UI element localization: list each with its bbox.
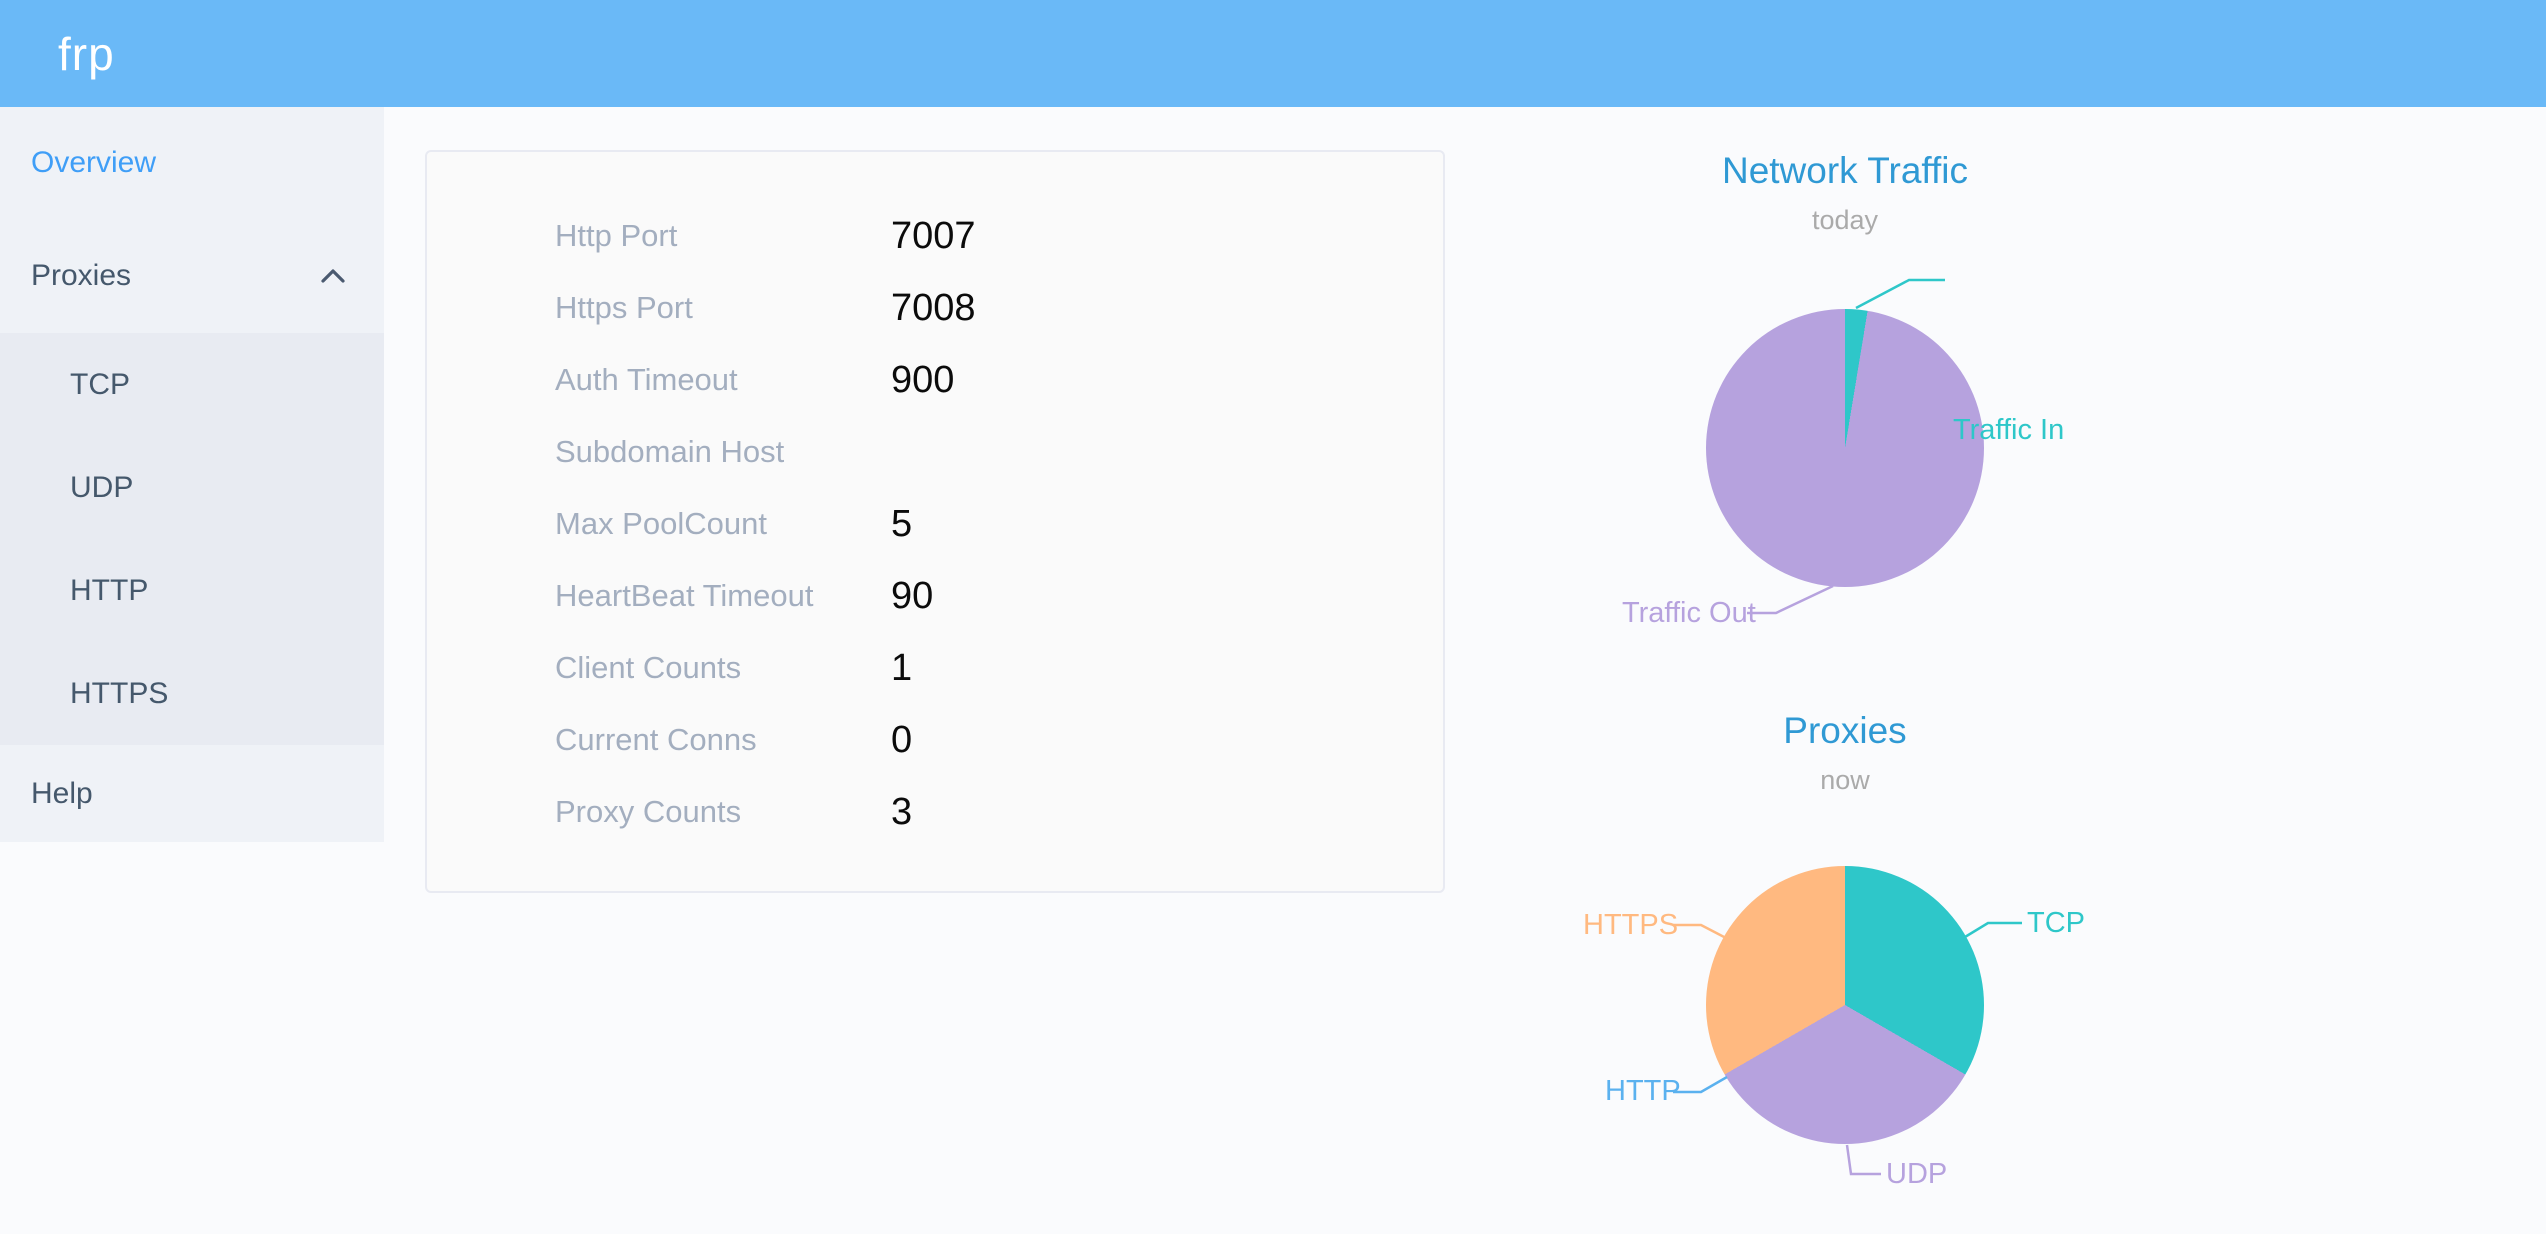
config-label: Auth Timeout (555, 362, 738, 397)
traffic-out-label: Traffic Out (1622, 597, 1756, 629)
config-row-client-counts: Client Counts 1 (427, 632, 1443, 704)
app-logo: frp (58, 27, 115, 80)
config-row-heartbeat-timeout: HeartBeat Timeout 90 (427, 560, 1443, 632)
chevron-up-icon (321, 269, 345, 283)
proxies-subtitle: now (1820, 765, 1870, 795)
config-label: Https Port (555, 290, 693, 325)
network-traffic-title: Network Traffic (1721, 150, 1969, 191)
config-row-auth-timeout: Auth Timeout 900 (427, 344, 1443, 416)
sidebar-nav: Overview Proxies TCP UDP HTTP HTTPS Help (0, 107, 384, 842)
config-value: 5 (891, 502, 913, 545)
sidebar-item-tcp-label: TCP (70, 367, 130, 401)
config-row-http-port: Http Port 7007 (427, 200, 1443, 272)
config-row-proxy-counts: Proxy Counts 3 (427, 776, 1443, 848)
sidebar-item-proxies[interactable]: Proxies (0, 219, 384, 333)
sidebar-item-overview[interactable]: Overview (0, 107, 384, 219)
sidebar-item-https-label: HTTPS (70, 676, 169, 710)
sidebar-item-udp-label: UDP (70, 470, 134, 504)
config-label: Max PoolCount (555, 506, 767, 541)
tcp-slice-label: TCP (2027, 907, 2085, 939)
config-label: Http Port (555, 218, 678, 253)
config-value: 900 (891, 358, 955, 401)
sidebar-item-https[interactable]: HTTPS (0, 642, 384, 745)
traffic-in-label: Traffic In (1953, 414, 2065, 446)
config-label: HeartBeat Timeout (555, 578, 814, 613)
http-slice-label: HTTP (1605, 1075, 1681, 1107)
proxies-submenu: TCP UDP HTTP HTTPS (0, 333, 384, 745)
config-row-max-poolcount: Max PoolCount 5 (427, 488, 1443, 560)
sidebar-item-http[interactable]: HTTP (0, 539, 384, 642)
config-label: Current Conns (555, 722, 757, 757)
proxies-pie[interactable] (1706, 866, 1984, 1144)
app-header: frp (0, 0, 2546, 107)
sidebar-item-help[interactable]: Help (0, 745, 384, 842)
config-value: 0 (891, 718, 913, 761)
sidebar-item-help-label: Help (31, 776, 93, 810)
config-value: 3 (891, 790, 913, 833)
config-value: 7007 (891, 214, 976, 257)
network-traffic-pie[interactable] (1706, 309, 1984, 587)
network-traffic-subtitle: today (1811, 205, 1879, 235)
sidebar-item-udp[interactable]: UDP (0, 436, 384, 539)
udp-slice-label: UDP (1886, 1158, 1948, 1190)
proxies-chart: Proxies now HTTPS TCP HTTP UDP (1495, 710, 2195, 1234)
sidebar-item-overview-label: Overview (31, 146, 157, 179)
sidebar-item-tcp[interactable]: TCP (0, 333, 384, 436)
config-label: Subdomain Host (555, 434, 785, 469)
config-row-https-port: Https Port 7008 (427, 272, 1443, 344)
config-row-current-conns: Current Conns 0 (427, 704, 1443, 776)
config-value: 7008 (891, 286, 976, 329)
server-config-card: Http Port 7007 Https Port 7008 Auth Time… (425, 150, 1445, 893)
config-label: Client Counts (555, 650, 742, 685)
config-label: Proxy Counts (555, 794, 742, 829)
https-slice-label: HTTPS (1583, 909, 1679, 941)
sidebar-item-proxies-label: Proxies (31, 259, 132, 292)
proxies-title: Proxies (1783, 710, 1907, 751)
config-value: 90 (891, 574, 934, 617)
network-traffic-chart: Network Traffic today Traffic In Traffic… (1495, 150, 2195, 690)
config-value: 1 (891, 646, 913, 689)
sidebar-item-http-label: HTTP (70, 573, 149, 607)
config-row-subdomain-host: Subdomain Host (427, 416, 1443, 488)
